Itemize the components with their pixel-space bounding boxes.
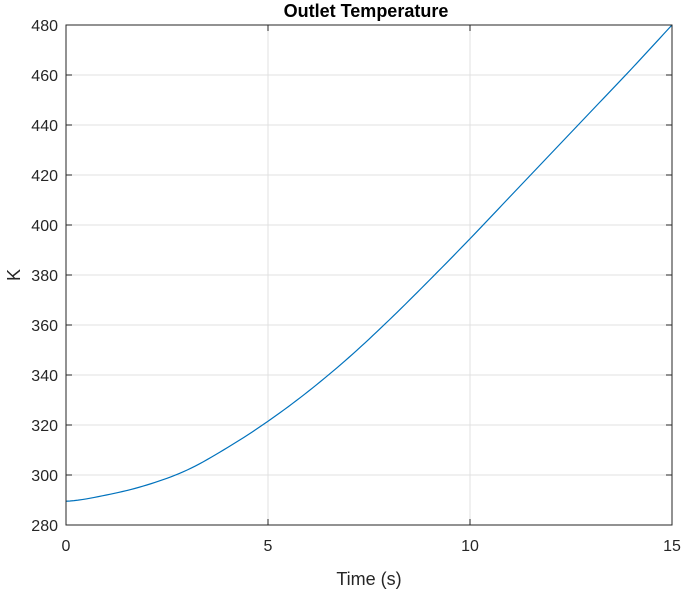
chart-title: Outlet Temperature [284,1,449,21]
y-tick-label: 460 [31,68,58,85]
y-axis-label: K [4,269,24,281]
y-tick-label: 300 [31,468,58,485]
y-tick-label: 420 [31,168,58,185]
x-axis-label: Time (s) [336,569,401,589]
y-tick-label: 480 [31,18,58,35]
y-tick-label: 320 [31,418,58,435]
axes [65,24,673,526]
x-tick-label: 15 [663,538,681,555]
tick-labels: 0 5 10 15 280 300 320 340 360 380 400 420 440 460 480 [31,18,681,555]
y-tick-label: 400 [31,218,58,235]
series-layer [65,24,673,502]
x-tick-label: 10 [461,538,479,555]
grid-lines [66,25,672,525]
series-line [65,24,673,502]
y-tick-label: 380 [31,268,58,285]
y-tick-label: 360 [31,318,58,335]
x-tick-label: 0 [62,538,71,555]
y-tick-label: 280 [31,518,58,535]
y-tick-label: 440 [31,118,58,135]
y-tick-label: 340 [31,368,58,385]
x-tick-label: 5 [264,538,273,555]
